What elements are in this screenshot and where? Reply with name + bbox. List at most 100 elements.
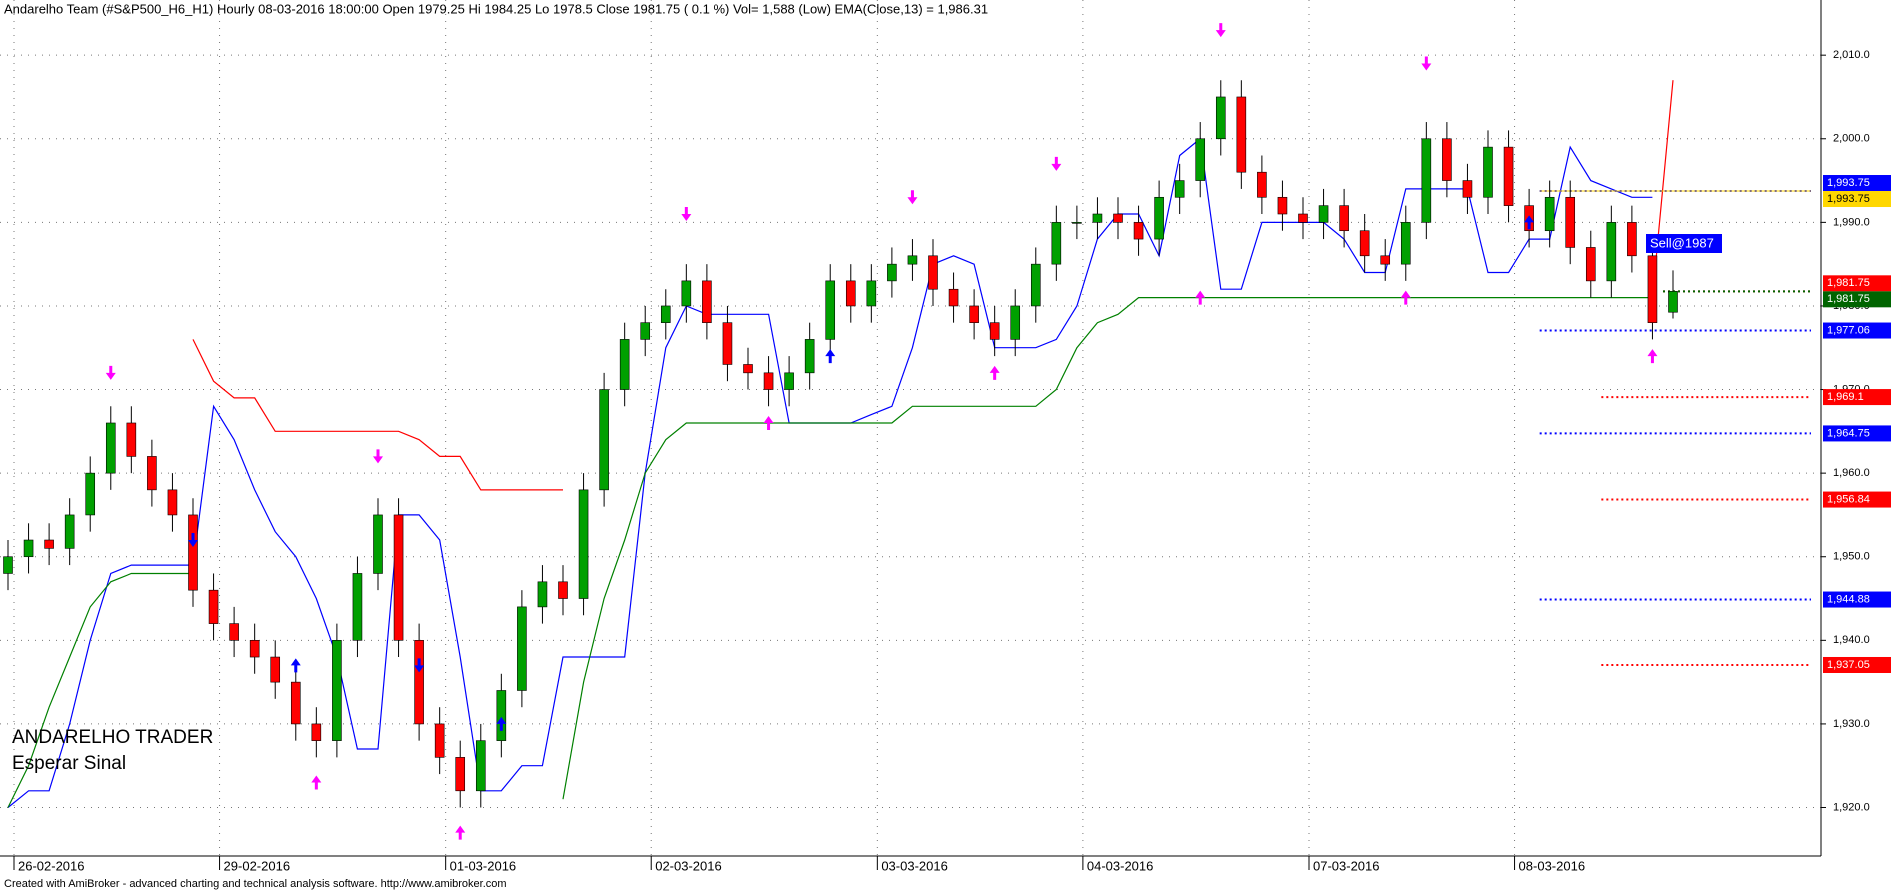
candle-body (290, 681, 301, 725)
annotation: Esperar Sinal (12, 753, 126, 774)
signal-arrow (414, 658, 425, 673)
signal-arrow (1051, 156, 1062, 171)
candle-body (1318, 205, 1329, 223)
level-label: 1,956.84 (1827, 493, 1870, 505)
candle-body (619, 339, 630, 390)
candle-body (1277, 196, 1288, 215)
footer: Created with AmiBroker - advanced charti… (4, 878, 507, 890)
candle-body (332, 640, 342, 741)
level-label: 1,981.75 (1827, 277, 1870, 289)
candle-body (1483, 146, 1493, 198)
candle-body (784, 372, 794, 390)
y-tick-label: 1,960.0 (1833, 467, 1870, 479)
level-label: 1,981.75 (1827, 293, 1870, 305)
level-label: 1,977.06 (1827, 324, 1870, 336)
candle-body (1072, 222, 1082, 224)
annotation: Sell@1987 (1650, 235, 1714, 250)
y-tick-label: 1,950.0 (1833, 551, 1870, 563)
signal-arrow (105, 365, 116, 380)
candle-body (948, 288, 959, 307)
candle-body (1298, 213, 1308, 223)
candle-body (249, 640, 260, 658)
candle-body (393, 514, 404, 641)
candle-body (1503, 146, 1514, 206)
candle-body (517, 606, 527, 691)
candle-body (1133, 222, 1144, 240)
candle-body (1421, 138, 1432, 223)
candle-body (558, 581, 568, 599)
signal-arrow (1400, 290, 1411, 305)
level-label-box (1823, 322, 1891, 339)
candle-body (229, 623, 239, 641)
x-tick-label: 03-03-2016 (881, 858, 948, 873)
level-label: 1,937.05 (1827, 659, 1870, 671)
x-tick-label: 26-02-2016 (18, 858, 85, 873)
candle-body (188, 514, 198, 591)
candle-body (702, 280, 712, 323)
candle-body (44, 539, 54, 549)
level-label-box (1823, 491, 1891, 508)
candle-body (1359, 230, 1370, 257)
candle-body (64, 514, 75, 549)
candle-body (1051, 222, 1062, 265)
candle-body (1215, 96, 1226, 140)
signal-arrow (825, 349, 836, 364)
candle-body (660, 305, 671, 323)
candle-body (928, 255, 938, 290)
y-tick-label: 1,940.0 (1833, 634, 1870, 646)
candle-body (85, 472, 96, 516)
candle-body (804, 339, 815, 374)
y-tick-label: 2,010.0 (1833, 49, 1870, 61)
signal-arrow (681, 207, 692, 221)
signal-arrow (188, 533, 198, 548)
candle-body (1030, 263, 1041, 307)
candle-body (1462, 180, 1473, 198)
level-label-box (1823, 591, 1891, 608)
candle-body (825, 280, 836, 340)
level-label: 1,944.88 (1827, 593, 1870, 605)
signal-arrow (496, 716, 507, 731)
candle-body (1174, 180, 1185, 198)
signal-arrow (989, 365, 1000, 380)
candle-body (23, 539, 34, 558)
sell-box (1646, 234, 1722, 253)
signal-arrow (1421, 56, 1432, 71)
candle-body (989, 322, 1000, 340)
indicator-line (7, 297, 1653, 808)
candle-body (1339, 205, 1349, 232)
candle-body (311, 723, 322, 741)
candle-body (1236, 96, 1247, 173)
candle-body (352, 573, 363, 641)
candle-body (1544, 196, 1555, 232)
signal-arrow (1524, 215, 1535, 230)
candle-body (969, 305, 979, 323)
signal-arrow (907, 190, 918, 205)
candle-body (126, 422, 137, 457)
candle-body (1257, 171, 1267, 198)
signal-arrow (373, 449, 383, 464)
signal-arrow (1195, 290, 1206, 305)
candle-body (1010, 305, 1021, 340)
candle-body (1668, 291, 1678, 313)
candle-body (599, 389, 609, 491)
y-tick-label: 1,920.0 (1833, 801, 1870, 813)
level-label: 1,964.75 (1827, 427, 1870, 439)
candle-body (722, 322, 733, 365)
signal-arrow (763, 415, 774, 430)
signal-arrow (290, 658, 301, 673)
y-tick-label: 1,990.0 (1833, 216, 1870, 228)
level-label-box (1823, 175, 1891, 192)
y-tick-label: 2,000.0 (1833, 133, 1870, 145)
candle-body (3, 556, 13, 574)
level-label-box (1823, 425, 1891, 442)
candle-body (1442, 138, 1452, 181)
candle-body (1092, 213, 1103, 223)
candle-body (147, 456, 157, 491)
candle-body (763, 372, 774, 390)
signal-arrow (1215, 23, 1226, 38)
candle-body (1606, 222, 1617, 282)
level-label-box (1823, 389, 1891, 406)
chart-title: Andarelho Team (#S&P500_H6_H1) Hourly 08… (4, 1, 988, 16)
candle-body (578, 489, 589, 599)
